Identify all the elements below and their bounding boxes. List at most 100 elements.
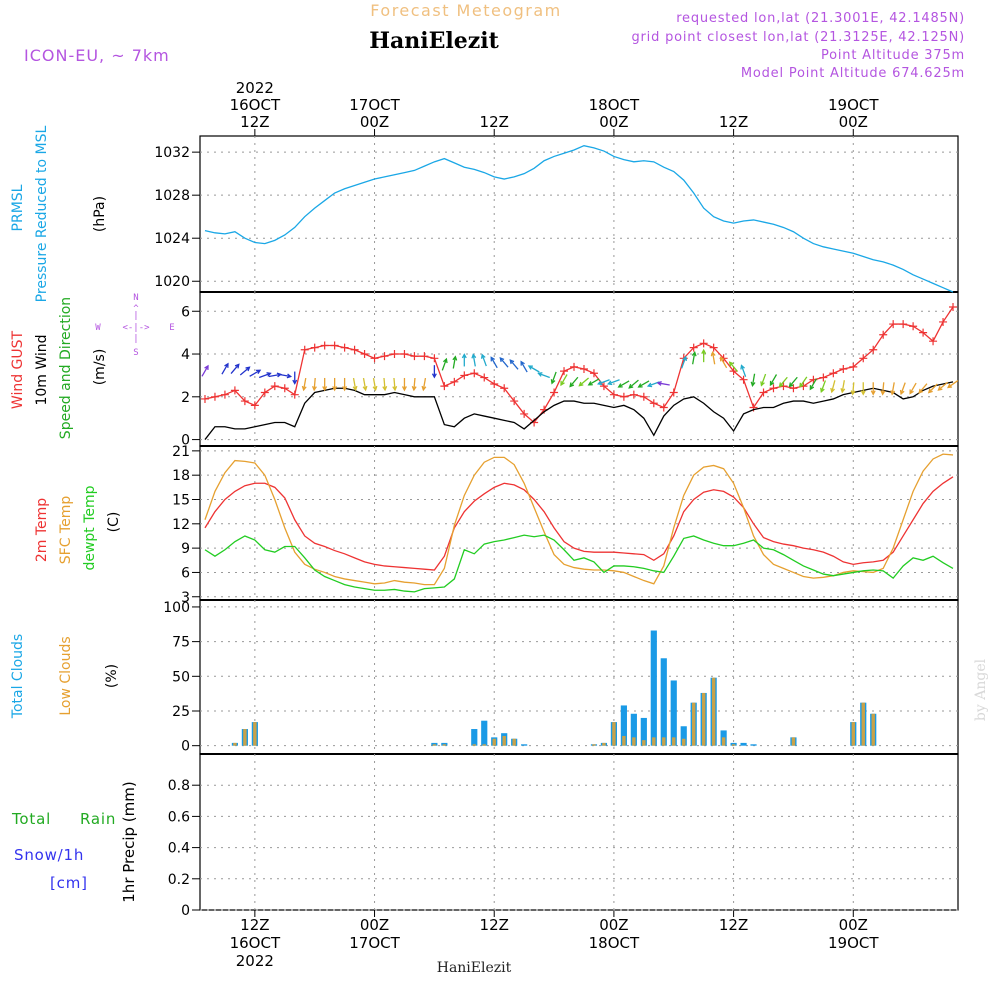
wind-arrow xyxy=(352,377,358,392)
wind-arrow xyxy=(691,351,697,365)
gust-point xyxy=(220,390,229,399)
wind-arrow xyxy=(569,376,579,388)
wind-arrow-shaft xyxy=(201,365,209,377)
wind-arrow-shaft xyxy=(303,377,307,390)
wind-arrow-head xyxy=(480,353,486,359)
wind-arrow xyxy=(918,383,928,394)
total-clouds-label: Total Clouds xyxy=(10,634,26,719)
wind-arrow xyxy=(809,378,817,391)
wind-labels: Wind GUST 10m Wind Speed and Direction (… xyxy=(10,293,175,439)
gust-point xyxy=(939,317,948,326)
wind-arrow-shaft xyxy=(313,377,316,391)
wind-arrow xyxy=(656,381,670,386)
gust-point xyxy=(250,401,259,410)
wind-arrow xyxy=(617,380,630,388)
wind-arrow xyxy=(850,382,856,396)
bar-low-clouds xyxy=(871,713,875,746)
wind-arrow xyxy=(860,382,866,396)
y-tick-label: 6 xyxy=(181,304,190,320)
wind-arrow xyxy=(719,356,728,369)
wind-arrow-head xyxy=(728,361,734,367)
panel-frame xyxy=(199,599,959,755)
y-tick-label: 1028 xyxy=(154,188,190,204)
gust-point xyxy=(889,320,898,329)
bar-low-clouds xyxy=(711,677,716,746)
gust-point xyxy=(310,343,319,352)
wind-arrow-head xyxy=(332,386,338,392)
chart-marks: 1020102410281032024636912151821025507510… xyxy=(154,136,959,919)
gust-point xyxy=(320,341,329,350)
gust-point xyxy=(849,362,858,371)
wind-arrow xyxy=(560,374,568,387)
compass-s: S xyxy=(133,348,138,358)
panel-frame xyxy=(199,135,959,293)
panel-wind: 0 2 4 6 xyxy=(181,292,959,449)
y-tick-label: 0.4 xyxy=(168,841,190,857)
wind-arrow xyxy=(342,377,348,392)
bar-low-clouds xyxy=(512,738,516,746)
compass-w: W xyxy=(95,323,101,333)
model-altitude: Model Point Altitude 674.625m xyxy=(741,66,965,81)
panel-temperature: 3 6 9 12 15 18 21 xyxy=(172,444,958,606)
wind-arrow xyxy=(799,376,808,388)
wind-arrow-head xyxy=(860,390,866,396)
gust-point xyxy=(240,397,249,406)
y-tick-label: 50 xyxy=(172,669,190,685)
wind-arrow xyxy=(750,373,756,387)
wind-arrow xyxy=(461,353,467,367)
wind-arrow xyxy=(201,364,209,377)
gust-point xyxy=(270,382,279,391)
wind-arrow-shaft xyxy=(909,382,917,394)
gust-point xyxy=(829,369,838,378)
y-tick-label: 0 xyxy=(181,903,190,919)
wind-arrow xyxy=(681,355,688,369)
wind-arrow xyxy=(701,348,707,363)
wind-arrow-head xyxy=(587,381,593,386)
gust-point xyxy=(200,394,209,403)
wind-arrow-shaft xyxy=(799,376,808,388)
wind-arrow xyxy=(332,377,338,392)
panel-frame xyxy=(199,445,959,601)
wind-arrow-shaft xyxy=(528,365,540,373)
panel-frame xyxy=(199,753,959,911)
low-clouds-label: Low Clouds xyxy=(58,636,74,715)
wind-arrow-shaft xyxy=(509,359,519,370)
wind-arrow-shaft xyxy=(520,361,528,373)
bar-total-clouds xyxy=(670,680,677,746)
wind-arrow-shaft xyxy=(841,380,845,393)
temp-unit: (C) xyxy=(106,512,122,533)
bar-total-clouds xyxy=(740,742,747,746)
wind-arrow-head xyxy=(442,357,448,364)
y-tick-label: 4 xyxy=(181,347,190,363)
wind-arrow-head xyxy=(311,386,317,392)
top-time-label: 00Z xyxy=(599,113,628,131)
bar-low-clouds xyxy=(701,692,706,746)
bottom-time-label: 19OCT xyxy=(828,934,879,952)
wind10m-label: 10m Wind xyxy=(34,334,50,405)
wind-arrow-shaft xyxy=(809,378,817,390)
wind-arrow-head xyxy=(550,379,556,385)
bottom-time-label: 2022 xyxy=(236,952,274,970)
top-time-label: 00Z xyxy=(360,113,389,131)
bar-low-clouds xyxy=(721,737,726,746)
gust-point xyxy=(819,373,828,382)
gust-point xyxy=(330,341,339,350)
bottom-time-label: 18OCT xyxy=(589,934,640,952)
wind-arrow-shaft xyxy=(900,382,906,395)
wind-arrow-head xyxy=(256,369,262,375)
wind-arrow xyxy=(597,379,610,386)
gust-point xyxy=(550,388,559,397)
wind-arrow-head xyxy=(617,383,623,388)
wind-arrow-head xyxy=(606,380,613,386)
wind-arrow-shaft xyxy=(720,357,728,369)
gust-point xyxy=(560,367,569,376)
wind-arrow-shaft xyxy=(681,356,687,369)
wind-arrow-shaft xyxy=(820,380,827,392)
wind-arrow-head xyxy=(656,381,662,386)
y-tick-label: 0.6 xyxy=(168,809,190,825)
top-time-label: 12Z xyxy=(719,113,748,131)
compass-e: E xyxy=(169,323,174,333)
wind-arrow xyxy=(292,371,298,385)
watermark: by Angel xyxy=(973,658,989,721)
wind-arrow-head xyxy=(760,381,765,387)
